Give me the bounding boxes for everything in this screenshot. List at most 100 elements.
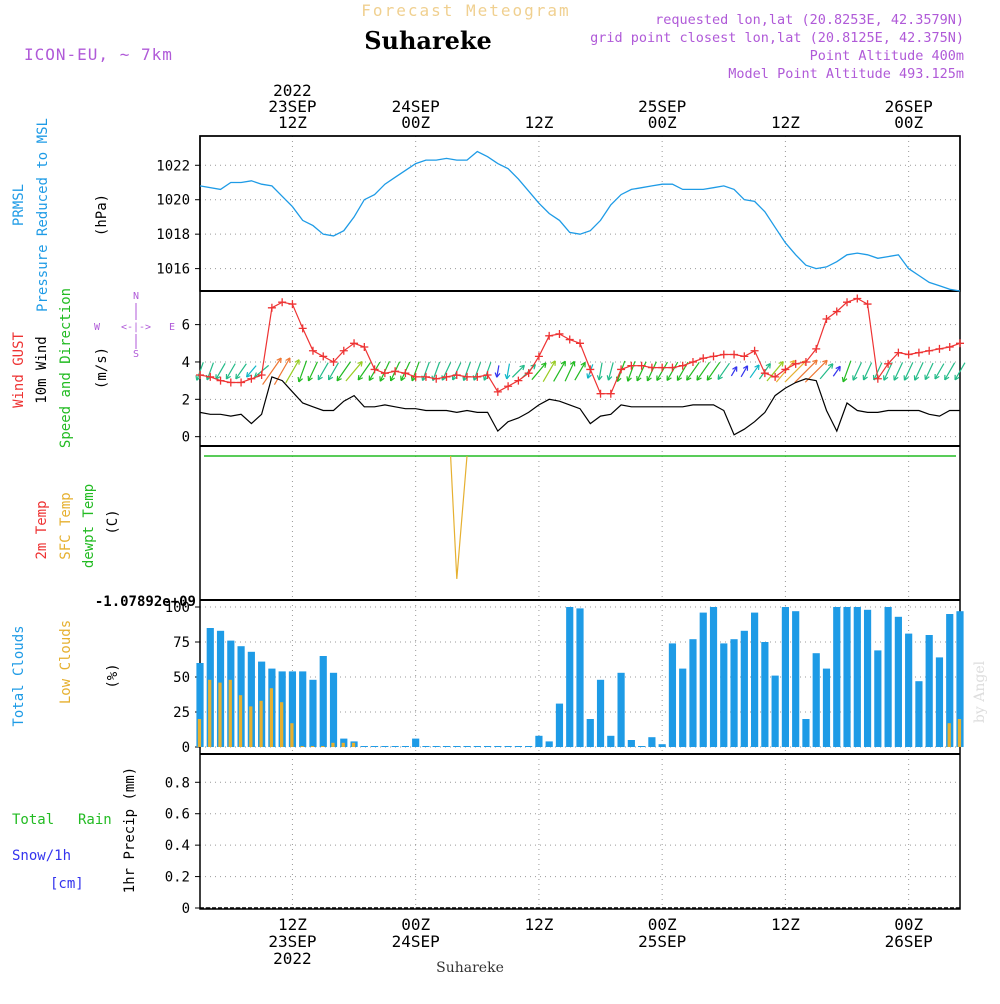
wind-gust-marker [812,344,821,353]
wind-gust-marker [627,361,636,370]
wind-gust-marker [873,374,882,383]
wind-arrow-shaft [432,361,441,381]
wind-arrow-head [706,375,712,381]
total-cloud-bar [525,746,533,747]
wind-arrow-shaft [819,363,834,380]
wind-arrow-head [676,375,682,381]
wind-arrow [626,361,636,382]
total-cloud-bar [648,737,656,747]
wind-arrow-shaft [215,363,226,380]
total-cloud-bar [566,607,574,747]
total-cloud-bar [288,671,297,747]
wind-compass: N <-|-> W E S [94,291,175,360]
wind-arrow [717,362,730,380]
top-time-label: 00Z [894,113,923,132]
total-cloud-bar [309,679,317,747]
wind-arrow [245,365,257,378]
top-time-label: 12Z [278,113,307,132]
total-cloud-bar [535,735,543,747]
wind-gust-marker [863,300,872,309]
wind-gust-marker [801,357,810,366]
total-cloud-bar [576,608,584,747]
total-cloud-bar [483,746,492,747]
wind-arrow-head [835,365,841,372]
wind-arrow-shaft [636,361,647,382]
clouds-tick-label: 50 [173,670,190,686]
wind-gust-marker [884,359,893,368]
wind-arrow-head [934,373,940,380]
total-cloud-bar [514,746,522,747]
wind-arrow-head [913,375,920,381]
wind-gust-marker [617,365,626,374]
wind-arrow [553,360,566,382]
precip-cm-label: [cm] [50,876,84,892]
wind-arrow-shaft [934,363,945,380]
wind-gust-marker [658,363,667,372]
wind-gust-marker [298,324,307,333]
wind-gust-markers [196,294,964,398]
wind-tick-label: 4 [182,355,190,371]
wind-gust-marker [576,339,584,348]
clouds-tick-label: 100 [165,600,190,616]
wind-gust-marker [504,382,513,391]
low-cloud-bar [351,742,356,747]
grid-lonlat: grid point closest lon,lat (20.8125E, 42… [590,30,964,46]
wind-arrow [944,362,956,381]
wind-gust-marker [565,335,574,344]
wind-arrow-shaft [598,362,603,381]
top-time-label: 00Z [401,113,430,132]
wind-arrow-shaft [345,361,363,382]
total-cloud-bar [812,653,820,747]
wind-arrow [766,361,784,382]
wind-gust-marker [196,371,204,380]
wind-gust-marker [925,346,934,355]
top-time-label: 12Z [771,113,800,132]
total-cloud-bar [422,746,430,747]
total-cloud-bar [925,635,933,747]
wind-arrow [225,363,236,380]
wind-arrow-head [666,375,672,381]
wind-arrow-shaft [235,363,247,380]
total-cloud-bar [442,746,451,747]
wind-gust-marker [216,376,225,385]
wind-arrow [819,363,834,380]
wind-arrow-shaft [607,362,614,381]
wind-arrow-shaft [784,360,807,383]
wind-arrow [924,362,934,381]
wind-gust-marker [781,365,790,374]
wind-arrow-head [494,372,501,378]
station-title: Suhareke [364,26,492,55]
wind-arrow [749,364,760,379]
wind-arrow-head [368,375,374,381]
wind-arrow-shaft [954,362,966,381]
point-altitude: Point Altitude 400m [810,48,964,64]
wind-arrow [574,361,586,381]
wind-arrow-head [504,374,511,380]
wind-arrow [706,361,721,381]
total-cloud-bar [494,746,502,747]
wind-direction-arrows [195,357,966,386]
wind-arrow-head [827,363,834,369]
wind-arrow-shaft [914,362,924,381]
wind-arrow [262,357,282,385]
wind-gust-marker [760,369,769,378]
wind-arrow-head [357,374,363,381]
model-altitude: Model Point Altitude 493.125m [728,66,964,82]
total-cloud-bar [658,744,666,747]
wind-arrow-shaft [262,357,282,385]
wind-gust-marker [894,348,903,357]
grid-lines [200,136,960,909]
total-cloud-bar [853,607,861,747]
pressure-tick-label: 1020 [156,193,190,209]
precip-tick-label: 0.8 [165,775,190,791]
total-cloud-bar [247,651,255,747]
wind-arrow [954,362,966,381]
total-cloud-bar [822,668,831,747]
wind-arrow-shaft [506,363,511,380]
wind-arrow-head [357,361,363,367]
wind-arrow-shaft [336,361,351,382]
wind-arrow-shaft [627,361,636,382]
wind-gust-marker [596,389,605,398]
bottom-time-label: 23SEP [268,932,316,951]
